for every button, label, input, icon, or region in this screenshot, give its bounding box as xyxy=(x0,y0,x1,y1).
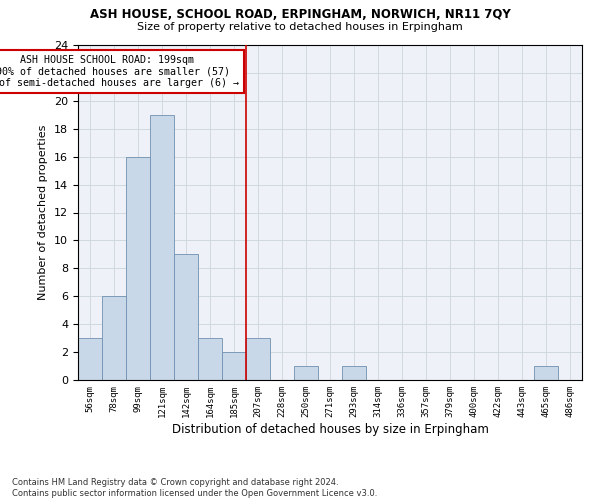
Y-axis label: Number of detached properties: Number of detached properties xyxy=(38,125,49,300)
Text: ASH HOUSE SCHOOL ROAD: 199sqm
← 90% of detached houses are smaller (57)
10% of s: ASH HOUSE SCHOOL ROAD: 199sqm ← 90% of d… xyxy=(0,55,239,88)
Bar xyxy=(198,338,222,380)
Bar xyxy=(222,352,246,380)
Bar xyxy=(294,366,318,380)
Text: Size of property relative to detached houses in Erpingham: Size of property relative to detached ho… xyxy=(137,22,463,32)
Bar xyxy=(102,296,126,380)
Text: ASH HOUSE, SCHOOL ROAD, ERPINGHAM, NORWICH, NR11 7QY: ASH HOUSE, SCHOOL ROAD, ERPINGHAM, NORWI… xyxy=(89,8,511,20)
Bar xyxy=(534,366,558,380)
Bar xyxy=(246,338,270,380)
Bar xyxy=(342,366,366,380)
Bar xyxy=(150,115,174,380)
Bar xyxy=(174,254,198,380)
X-axis label: Distribution of detached houses by size in Erpingham: Distribution of detached houses by size … xyxy=(172,422,488,436)
Text: Contains HM Land Registry data © Crown copyright and database right 2024.
Contai: Contains HM Land Registry data © Crown c… xyxy=(12,478,377,498)
Bar xyxy=(126,156,150,380)
Bar xyxy=(78,338,102,380)
